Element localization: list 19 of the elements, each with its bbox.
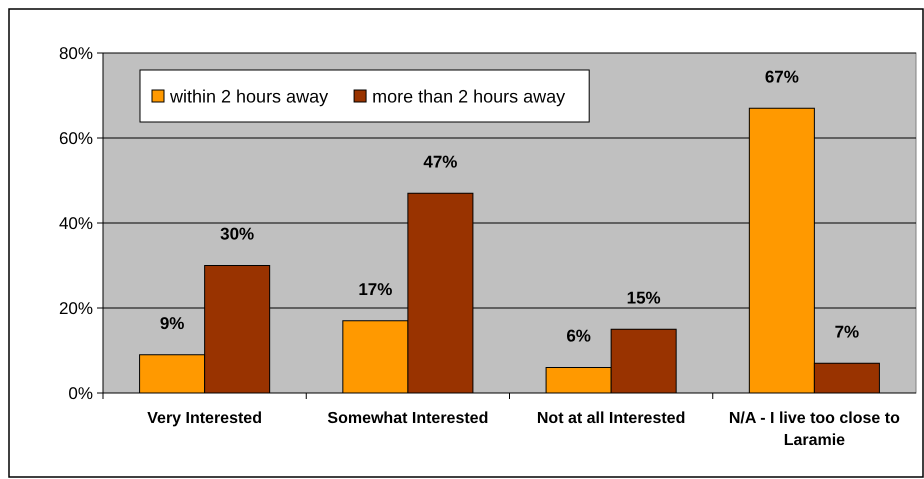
- legend-label: more than 2 hours away: [372, 86, 566, 106]
- y-tick-label: 40%: [58, 214, 93, 233]
- x-tick-label: Very Interested: [147, 410, 262, 427]
- data-label: 67%: [764, 67, 799, 86]
- data-label: 15%: [626, 288, 661, 308]
- x-tick-label: Somewhat Interested: [327, 410, 488, 427]
- y-tick-label: 20%: [58, 298, 93, 318]
- data-label: 30%: [220, 224, 254, 244]
- x-tick-label: N/A - I live too close to Laramie: [728, 410, 900, 449]
- x-tick-label: Not at all Interested: [536, 410, 686, 427]
- data-label: 9%: [160, 314, 184, 333]
- data-label: 7%: [834, 322, 860, 342]
- y-tick-label: 0%: [68, 384, 93, 403]
- data-label: 6%: [566, 326, 591, 346]
- data-label: 17%: [358, 280, 392, 299]
- data-label: 47%: [423, 152, 458, 172]
- legend-label: within 2 hours away: [169, 86, 328, 106]
- y-tick-label: 60%: [58, 128, 93, 148]
- y-tick-label: 80%: [58, 44, 93, 63]
